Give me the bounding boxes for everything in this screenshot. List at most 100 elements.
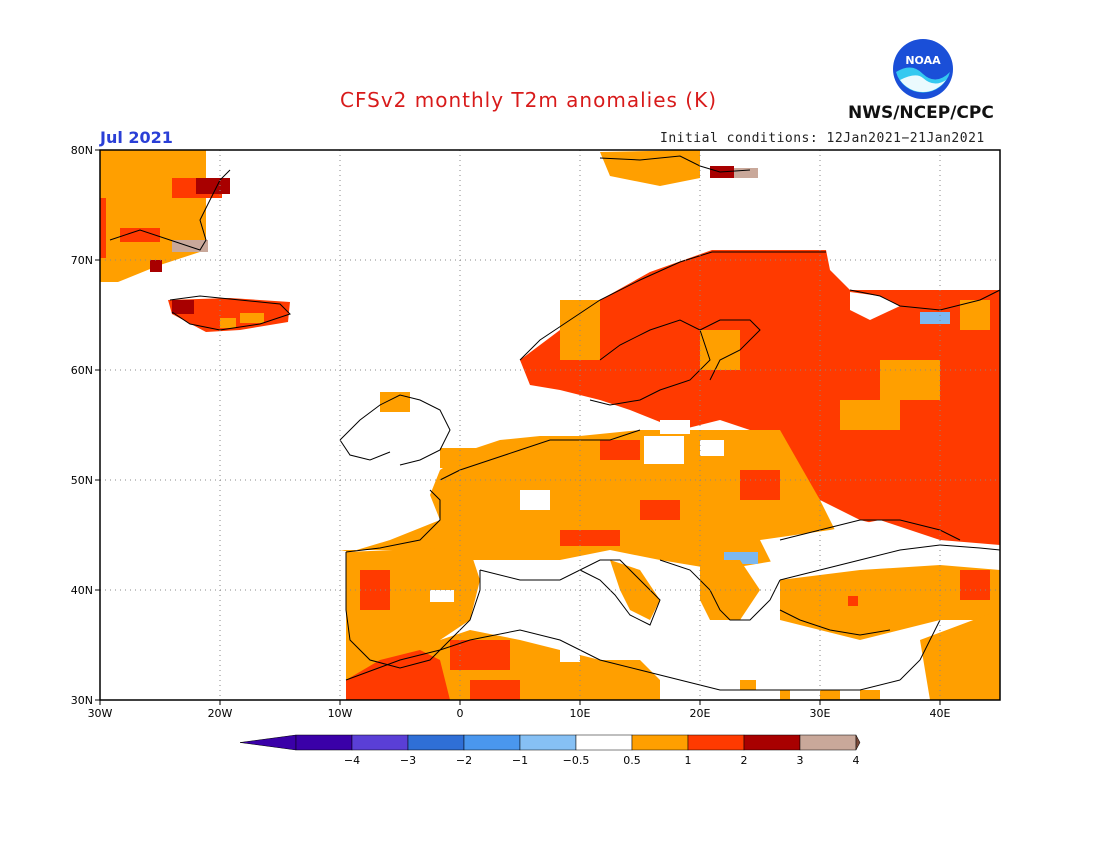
anomaly-middle-east — [920, 610, 1000, 700]
anomaly-cell — [640, 500, 680, 520]
lat-tick-label: 50N — [71, 474, 93, 487]
coast-north-sea — [439, 429, 641, 481]
anomaly-cell — [172, 300, 194, 314]
anomaly-cell — [440, 448, 480, 468]
lon-tick-label: 20E — [690, 707, 711, 720]
anomaly-cell — [120, 228, 160, 242]
lon-tick-label: 10W — [328, 707, 353, 720]
coast-adriatic — [659, 559, 781, 621]
anomaly-cell — [172, 240, 208, 252]
anomaly-cell — [196, 178, 230, 194]
coast-turkey-s — [779, 609, 891, 636]
anomaly-cell — [880, 360, 940, 400]
legend-swatch — [799, 734, 857, 751]
legend-arrow-low — [239, 734, 297, 751]
anomaly-cell — [780, 690, 790, 700]
legend-swatch — [519, 734, 577, 751]
legend-label: 2 — [741, 754, 748, 767]
coast-iberia — [345, 552, 481, 669]
anomaly-cell — [820, 690, 840, 700]
legend-label: 0.5 — [623, 754, 641, 767]
legend-label: 3 — [797, 754, 804, 767]
anomaly-cell — [560, 650, 580, 662]
coast-greenland — [109, 169, 231, 251]
coast-svalbard — [599, 155, 751, 173]
coast-black-sea-n — [779, 519, 961, 541]
legend-label: 4 — [853, 754, 860, 767]
lat-tick-label: 70N — [71, 254, 93, 267]
anomaly-cell — [560, 530, 620, 546]
legend-swatch — [295, 734, 353, 751]
anomaly-cell — [960, 300, 990, 330]
anomaly-cell — [600, 670, 630, 690]
lon-tick-label: 0 — [457, 707, 464, 720]
anomaly-morocco — [346, 650, 450, 700]
anomaly-cell — [920, 312, 950, 324]
legend-label: −4 — [344, 754, 360, 767]
coast-ireland — [339, 439, 391, 461]
anomaly-cell — [380, 392, 410, 412]
anomaly-cell — [740, 680, 756, 690]
init-conditions: Initial conditions: 12Jan2021−21Jan2021 — [660, 131, 985, 146]
anomaly-cell — [150, 260, 162, 272]
legend-swatch — [687, 734, 745, 751]
legend-label: −1 — [512, 754, 528, 767]
agency-label: NWS/NCEP/CPC — [848, 103, 994, 123]
lon-tick-label: 10E — [570, 707, 591, 720]
no-anomaly-kola — [850, 292, 900, 320]
lon-tick-label: 40E — [930, 707, 951, 720]
anomaly-cell — [220, 318, 236, 328]
anomaly-turkey — [780, 565, 1000, 640]
anomaly-cell — [840, 400, 900, 430]
anomaly-cell — [600, 440, 640, 460]
anomaly-cell — [660, 420, 690, 434]
legend-swatch — [351, 734, 409, 751]
legend-swatch — [743, 734, 801, 751]
legend-swatch — [575, 734, 633, 751]
lat-tick-label: 30N — [71, 694, 93, 707]
coast-britain — [339, 394, 451, 466]
legend-label: −3 — [400, 754, 416, 767]
chart-title: CFSv2 monthly T2m anomalies (K) — [340, 88, 717, 112]
anomaly-cell — [240, 313, 264, 323]
legend-swatch — [631, 734, 689, 751]
coast-gulf-bothnia — [699, 319, 761, 381]
anomaly-cell — [520, 490, 550, 510]
legend-label: −0.5 — [563, 754, 590, 767]
lon-tick-label: 30E — [810, 707, 831, 720]
lat-tick-label: 40N — [71, 584, 93, 597]
legend-label: −2 — [456, 754, 472, 767]
anomaly-cell — [848, 596, 858, 606]
anomaly-cell — [470, 680, 520, 700]
logo-text: NOAA — [905, 54, 941, 67]
anomaly-cell — [740, 470, 780, 500]
coast-north-africa — [345, 629, 901, 691]
anomaly-cell — [960, 570, 990, 600]
anomaly-cell — [860, 690, 880, 700]
axis-ticks: 30W 20W 10W 0 10E 20E 30E 40E 30N 40N 50N 60N 70N 80N — [71, 144, 951, 720]
coast-iceland — [169, 295, 291, 331]
anomaly-cell — [644, 436, 684, 464]
legend-label: 1 — [685, 754, 692, 767]
coast-norway — [519, 251, 826, 361]
anomaly-cell — [700, 440, 724, 456]
coast-levant — [899, 619, 941, 681]
anomaly-cell — [734, 168, 758, 178]
anomaly-iceland — [168, 298, 290, 332]
map-frame — [99, 149, 1001, 701]
month-label: Jul 2021 — [100, 128, 173, 147]
legend-arrow-high — [855, 734, 861, 751]
coast-white-sea — [849, 289, 1001, 311]
coastlines — [109, 155, 1001, 691]
anomaly-cell — [100, 198, 106, 258]
lat-tick-label: 60N — [71, 364, 93, 377]
coast-biscay — [345, 489, 441, 553]
lon-tick-label: 30W — [88, 707, 113, 720]
coast-baltic — [589, 319, 711, 406]
lat-tick-label: 80N — [71, 144, 93, 157]
noaa-logo-icon: NOAA — [893, 39, 953, 99]
legend-swatch — [463, 734, 521, 751]
anomaly-cell — [430, 590, 454, 602]
